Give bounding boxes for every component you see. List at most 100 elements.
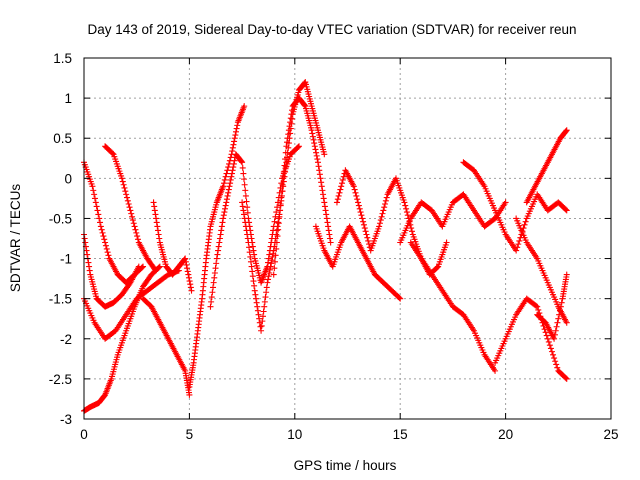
data-point bbox=[125, 201, 132, 208]
data-point bbox=[551, 355, 558, 362]
data-point bbox=[228, 173, 235, 180]
data-point bbox=[232, 132, 239, 139]
data-point bbox=[228, 170, 235, 177]
y-tick-label: -2 bbox=[60, 332, 72, 347]
data-point bbox=[226, 183, 233, 190]
grid-lines bbox=[84, 58, 611, 419]
y-tick-label: 0.5 bbox=[53, 131, 72, 146]
data-point bbox=[135, 263, 142, 270]
data-point bbox=[409, 228, 416, 235]
data-series bbox=[270, 95, 334, 278]
data-point bbox=[269, 253, 276, 260]
data-point bbox=[94, 207, 101, 214]
data-point bbox=[279, 181, 286, 188]
data-point bbox=[535, 306, 542, 313]
data-point bbox=[278, 188, 285, 195]
data-point bbox=[274, 204, 281, 211]
data-point bbox=[357, 209, 364, 216]
data-point bbox=[267, 263, 274, 270]
data-point bbox=[82, 239, 89, 246]
data-point bbox=[311, 140, 318, 147]
data-point bbox=[225, 189, 232, 196]
data-point bbox=[130, 220, 137, 227]
data-point bbox=[521, 221, 528, 228]
data-point bbox=[313, 152, 320, 159]
data-point bbox=[83, 247, 90, 254]
data-point bbox=[104, 249, 111, 256]
data-point bbox=[251, 287, 258, 294]
data-point bbox=[287, 115, 294, 122]
data-point bbox=[335, 192, 342, 199]
data-point bbox=[320, 191, 327, 198]
data-point bbox=[301, 102, 308, 109]
data-point bbox=[563, 127, 570, 134]
data-point bbox=[324, 219, 331, 226]
data-points bbox=[81, 79, 570, 414]
data-point bbox=[544, 335, 551, 342]
data-point bbox=[502, 199, 509, 206]
data-point bbox=[212, 265, 219, 272]
data-point bbox=[558, 299, 565, 306]
y-tick-labels: -3 -2.5 -2 -1.5 -1 -0.5 0 0.5 1 1.5 bbox=[49, 51, 72, 427]
data-point bbox=[552, 358, 559, 365]
data-point bbox=[325, 223, 332, 230]
data-point bbox=[361, 225, 368, 232]
data-point bbox=[274, 223, 281, 230]
data-point bbox=[93, 203, 100, 210]
data-point bbox=[102, 242, 109, 249]
data-point bbox=[210, 284, 217, 291]
data-point bbox=[238, 158, 245, 165]
data-point bbox=[208, 294, 215, 301]
data-point bbox=[105, 252, 112, 259]
data-point bbox=[355, 199, 362, 206]
data-series bbox=[140, 295, 193, 398]
y-tick-label: 1 bbox=[64, 91, 72, 106]
data-point bbox=[153, 215, 160, 222]
data-point bbox=[273, 209, 280, 216]
data-point bbox=[376, 220, 383, 227]
data-point bbox=[278, 194, 285, 201]
data-point bbox=[97, 219, 104, 226]
data-point bbox=[119, 178, 126, 185]
data-point bbox=[316, 167, 323, 174]
data-point bbox=[220, 180, 227, 187]
data-point bbox=[548, 348, 555, 355]
data-point bbox=[271, 265, 278, 272]
data-point bbox=[239, 199, 246, 206]
data-point bbox=[224, 192, 231, 199]
data-point bbox=[151, 207, 158, 214]
data-point bbox=[285, 131, 292, 138]
data-point bbox=[216, 239, 223, 246]
data-point bbox=[247, 253, 254, 260]
data-point bbox=[241, 215, 248, 222]
data-point bbox=[230, 160, 237, 167]
data-point bbox=[225, 186, 232, 193]
data-point bbox=[338, 183, 345, 190]
data-point bbox=[325, 227, 332, 234]
data-point bbox=[312, 146, 319, 153]
data-point bbox=[152, 211, 159, 218]
data-point bbox=[553, 323, 560, 330]
data-point bbox=[184, 265, 191, 272]
data-point bbox=[230, 164, 237, 171]
data-point bbox=[240, 211, 247, 218]
data-point bbox=[221, 209, 228, 216]
data-point bbox=[225, 164, 232, 171]
data-point bbox=[262, 294, 269, 301]
axis-ticks bbox=[83, 57, 612, 420]
data-point bbox=[222, 173, 229, 180]
data-series bbox=[81, 231, 142, 310]
data-point bbox=[219, 219, 226, 226]
data-point bbox=[265, 276, 272, 283]
data-point bbox=[350, 183, 357, 190]
data-point bbox=[295, 144, 302, 151]
y-tick-label: -1 bbox=[60, 252, 72, 267]
data-point bbox=[211, 274, 218, 281]
data-point bbox=[156, 235, 163, 242]
data-point bbox=[184, 268, 191, 275]
data-point bbox=[89, 183, 96, 190]
data-point bbox=[229, 144, 236, 151]
data-point bbox=[514, 244, 521, 251]
data-point bbox=[151, 203, 158, 210]
